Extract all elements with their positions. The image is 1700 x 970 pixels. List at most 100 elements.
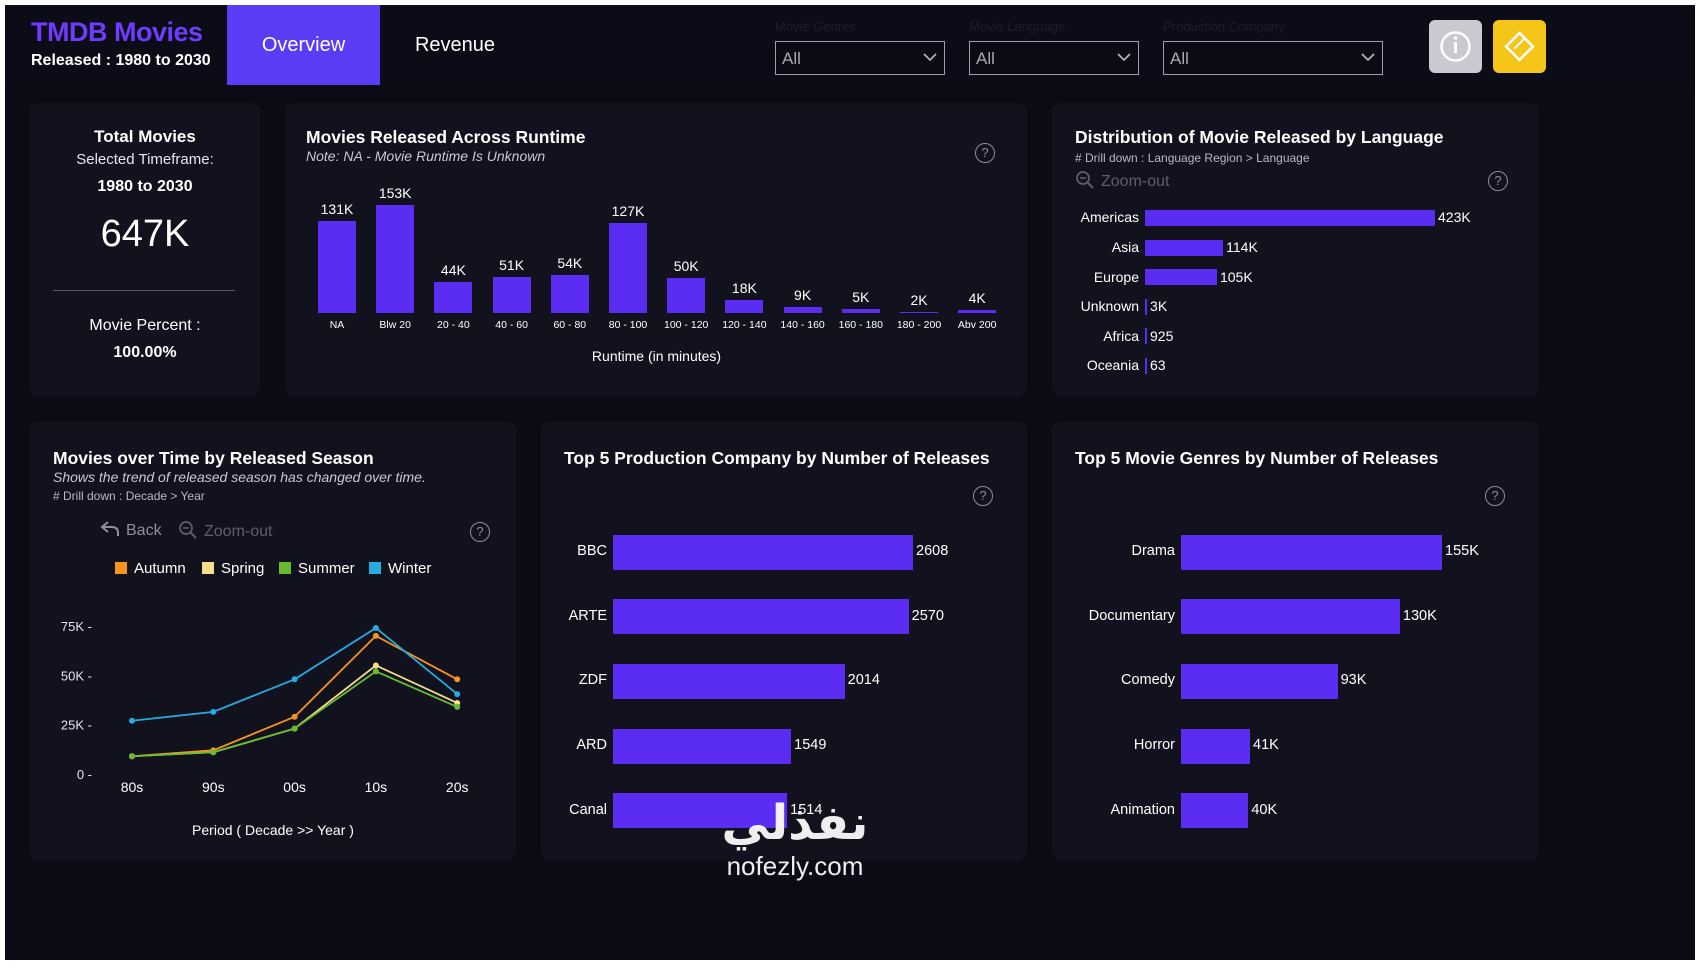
runtime-bar-category: 60 - 80 <box>553 319 587 331</box>
runtime-bar-value: 9K <box>794 286 812 303</box>
help-icon[interactable]: ? <box>470 522 490 542</box>
kpi-total-movies: 647K <box>100 213 190 255</box>
runtime-bar <box>609 223 647 313</box>
language-drill-note: # Drill down : Language Region > Languag… <box>1075 151 1310 165</box>
runtime-bar <box>958 310 997 313</box>
language-bar-value: 63 <box>1150 357 1166 374</box>
runtime-bar-category: 80 - 100 <box>608 319 648 331</box>
series-point-autumn <box>372 632 379 639</box>
runtime-bar <box>783 306 822 313</box>
company-bar <box>613 599 909 635</box>
series-point-winter <box>372 624 379 631</box>
language-bar-value: 925 <box>1150 327 1174 344</box>
runtime-bar <box>376 205 415 313</box>
runtime-bar-value: 51K <box>499 257 525 273</box>
legend-autumn[interactable]: Autumn <box>115 560 186 577</box>
runtime-bar-value: 127K <box>611 203 645 220</box>
brand-subtitle: Released : 1980 to 2030 <box>31 52 211 69</box>
company-plot: BBC 2608 ARTE 2570 ZDF 2014 ARD 1549 Canal 1514 <box>541 422 1027 860</box>
help-icon[interactable]: ? <box>975 143 995 163</box>
genre-bar-value: 41K <box>1253 737 1279 754</box>
company-bar-label: ZDF <box>578 672 607 689</box>
zoom-out-icon <box>1076 171 1094 189</box>
chevron-down-icon <box>923 53 937 62</box>
info-button[interactable] <box>1429 20 1482 73</box>
series-point-summer <box>372 668 379 675</box>
runtime-bar-category: 20 - 40 <box>437 319 470 331</box>
runtime-bar-value: 44K <box>440 261 466 278</box>
runtime-bar <box>900 311 938 313</box>
y-tick-label: 75K - <box>61 619 92 634</box>
filter-genres-select[interactable]: All <box>775 41 945 75</box>
genre-bar-value: 155K <box>1445 543 1479 559</box>
language-chart-title: Distribution of Movie Released by Langua… <box>1075 127 1444 147</box>
company-bar-value: 1514 <box>790 801 823 818</box>
genre-bar <box>1181 599 1400 635</box>
y-tick-label: 0 - <box>77 767 92 782</box>
runtime-bar-category: Abv 200 <box>957 319 997 331</box>
series-line-winter <box>131 626 458 722</box>
zoom-out-icon <box>179 521 197 539</box>
series-point-winter <box>210 708 217 715</box>
company-bar <box>613 793 788 829</box>
runtime-x-axis-title: Runtime (in minutes) <box>591 348 722 364</box>
help-icon[interactable]: ? <box>973 486 993 506</box>
series-point-spring <box>372 662 379 669</box>
language-bar <box>1145 210 1435 226</box>
language-bar <box>1145 328 1147 345</box>
kpi-title: Total Movies <box>94 127 196 146</box>
genre-bar-label: Comedy <box>1121 672 1175 689</box>
tab-overview[interactable]: Overview <box>227 5 380 85</box>
series-point-summer <box>129 753 135 760</box>
runtime-bar-category: 140 - 160 <box>780 319 825 331</box>
runtime-bar-category: NA <box>329 319 345 331</box>
company-bar-value: 2608 <box>916 543 949 559</box>
series-point-winter <box>291 676 298 683</box>
genre-bar <box>1181 728 1251 764</box>
back-button[interactable]: Back <box>100 520 162 540</box>
info-icon <box>1440 31 1471 62</box>
help-icon[interactable]: ? <box>1485 486 1505 506</box>
language-bar-value: 3K <box>1150 298 1168 315</box>
season-zoom-out-button[interactable]: Zoom-out <box>178 520 272 541</box>
x-tick-label: 90s <box>202 779 225 795</box>
watermark-url: nofezly.com <box>726 851 864 881</box>
language-bar <box>1145 358 1147 374</box>
season-line-svg: 0 - 25K - 50K - 75K - 80s 90s 00s 10s 20s <box>61 619 469 795</box>
help-icon[interactable]: ? <box>1488 171 1508 191</box>
legend-label: Spring <box>221 560 265 577</box>
genre-bar <box>1181 793 1249 829</box>
language-chart-card: Distribution of Movie Released by Langua… <box>1052 103 1538 396</box>
legend-swatch <box>202 562 214 574</box>
genre-bar <box>1181 534 1442 570</box>
legend-spring[interactable]: Spring <box>202 560 264 577</box>
language-zoom-out-button[interactable]: Zoom-out <box>1075 170 1169 191</box>
bookmark-button[interactable] <box>1493 20 1546 73</box>
genre-bar-value: 93K <box>1340 672 1367 689</box>
season-chart-card: Movies over Time by Released Season Show… <box>30 422 516 860</box>
diamond-icon <box>1504 31 1535 62</box>
genre-bar <box>1181 663 1338 699</box>
filter-company-label: Production Company <box>1163 19 1285 34</box>
company-bar-value: 1549 <box>794 737 827 754</box>
filter-language-select[interactable]: All <box>969 41 1139 75</box>
runtime-bar-value: 153K <box>378 185 412 201</box>
y-tick-label: 25K - <box>61 718 92 733</box>
runtime-bar <box>667 277 706 313</box>
filter-company-select[interactable]: All <box>1163 41 1383 75</box>
legend-swatch <box>115 562 127 574</box>
company-bar <box>613 534 913 570</box>
language-bar-label: Oceania <box>1086 357 1139 374</box>
chevron-down-icon <box>1361 53 1375 62</box>
runtime-bar-value: 131K <box>320 200 354 217</box>
tab-revenue[interactable]: Revenue <box>414 34 496 56</box>
legend-summer[interactable]: Summer <box>279 560 355 577</box>
legend-winter[interactable]: Winter <box>369 560 431 577</box>
language-bar-label: Asia <box>1111 238 1139 255</box>
legend-swatch <box>369 562 381 574</box>
legend-label: Winter <box>388 560 432 577</box>
runtime-bar-value: 54K <box>557 254 583 271</box>
filter-company-value: All <box>1170 49 1189 68</box>
company-bar <box>613 663 845 699</box>
company-bar-value: 2570 <box>911 607 944 624</box>
